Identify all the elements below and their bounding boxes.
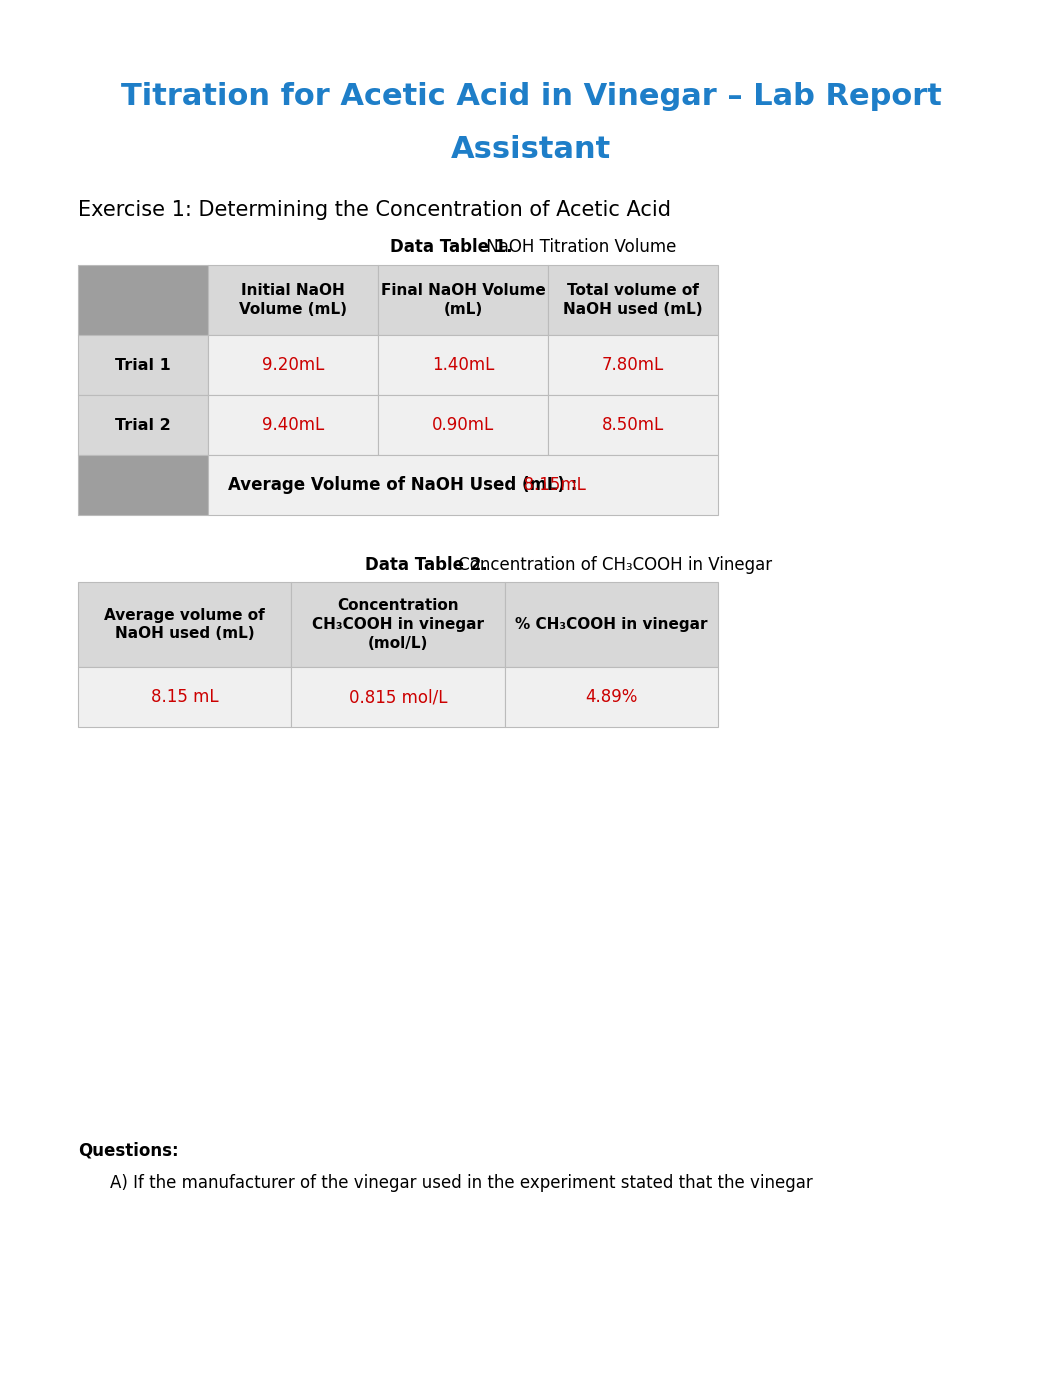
Bar — [291, 582, 504, 666]
Text: Titration for Acetic Acid in Vinegar – Lab Report: Titration for Acetic Acid in Vinegar – L… — [121, 83, 941, 112]
Text: 4.89%: 4.89% — [585, 688, 637, 706]
Text: Assistant: Assistant — [451, 135, 611, 164]
Text: Average Volume of NaOH Used (mL) :: Average Volume of NaOH Used (mL) : — [228, 476, 578, 494]
Bar — [378, 264, 548, 335]
Text: Questions:: Questions: — [78, 1142, 178, 1159]
Text: Final NaOH Volume
(mL): Final NaOH Volume (mL) — [380, 284, 546, 317]
Bar — [78, 582, 291, 666]
Bar — [78, 264, 208, 335]
Text: Average volume of
NaOH used (mL): Average volume of NaOH used (mL) — [104, 607, 266, 642]
Bar — [548, 395, 718, 454]
Bar — [208, 395, 378, 454]
Text: Data Table 1.: Data Table 1. — [390, 238, 513, 256]
Text: A) If the manufacturer of the vinegar used in the experiment stated that the vin: A) If the manufacturer of the vinegar us… — [110, 1175, 812, 1192]
Text: Concentration
CH₃COOH in vinegar
(mol/L): Concentration CH₃COOH in vinegar (mol/L) — [312, 599, 484, 650]
Text: 0.815 mol/L: 0.815 mol/L — [348, 688, 447, 706]
Bar — [548, 264, 718, 335]
Bar — [78, 335, 208, 395]
Bar — [378, 395, 548, 454]
Text: 7.80mL: 7.80mL — [602, 357, 664, 375]
Bar — [208, 454, 718, 515]
Bar — [208, 335, 378, 395]
Bar — [78, 395, 208, 454]
Text: 1.40mL: 1.40mL — [432, 357, 494, 375]
Bar — [78, 666, 291, 727]
Bar — [378, 335, 548, 395]
Text: % CH₃COOH in vinegar: % CH₃COOH in vinegar — [515, 617, 707, 632]
Bar — [504, 666, 718, 727]
Text: 0.90mL: 0.90mL — [432, 416, 494, 434]
Bar — [78, 454, 208, 515]
Text: Trial 2: Trial 2 — [115, 417, 171, 432]
Text: Total volume of
NaOH used (mL): Total volume of NaOH used (mL) — [563, 284, 703, 317]
Text: 9.20mL: 9.20mL — [262, 357, 324, 375]
Bar — [548, 335, 718, 395]
Bar — [208, 264, 378, 335]
Text: Concentration of CH₃COOH in Vinegar: Concentration of CH₃COOH in Vinegar — [453, 556, 772, 574]
Text: 8.15mL: 8.15mL — [513, 476, 586, 494]
Text: Exercise 1: Determining the Concentration of Acetic Acid: Exercise 1: Determining the Concentratio… — [78, 200, 671, 220]
Text: 8.50mL: 8.50mL — [602, 416, 664, 434]
Text: 8.15 mL: 8.15 mL — [151, 688, 219, 706]
Bar — [291, 666, 504, 727]
Text: 9.40mL: 9.40mL — [262, 416, 324, 434]
Text: Data Table 2.: Data Table 2. — [365, 556, 487, 574]
Bar — [504, 582, 718, 666]
Text: Trial 1: Trial 1 — [115, 358, 171, 373]
Text: Initial NaOH
Volume (mL): Initial NaOH Volume (mL) — [239, 284, 347, 317]
Text: NaOH Titration Volume: NaOH Titration Volume — [481, 238, 676, 256]
